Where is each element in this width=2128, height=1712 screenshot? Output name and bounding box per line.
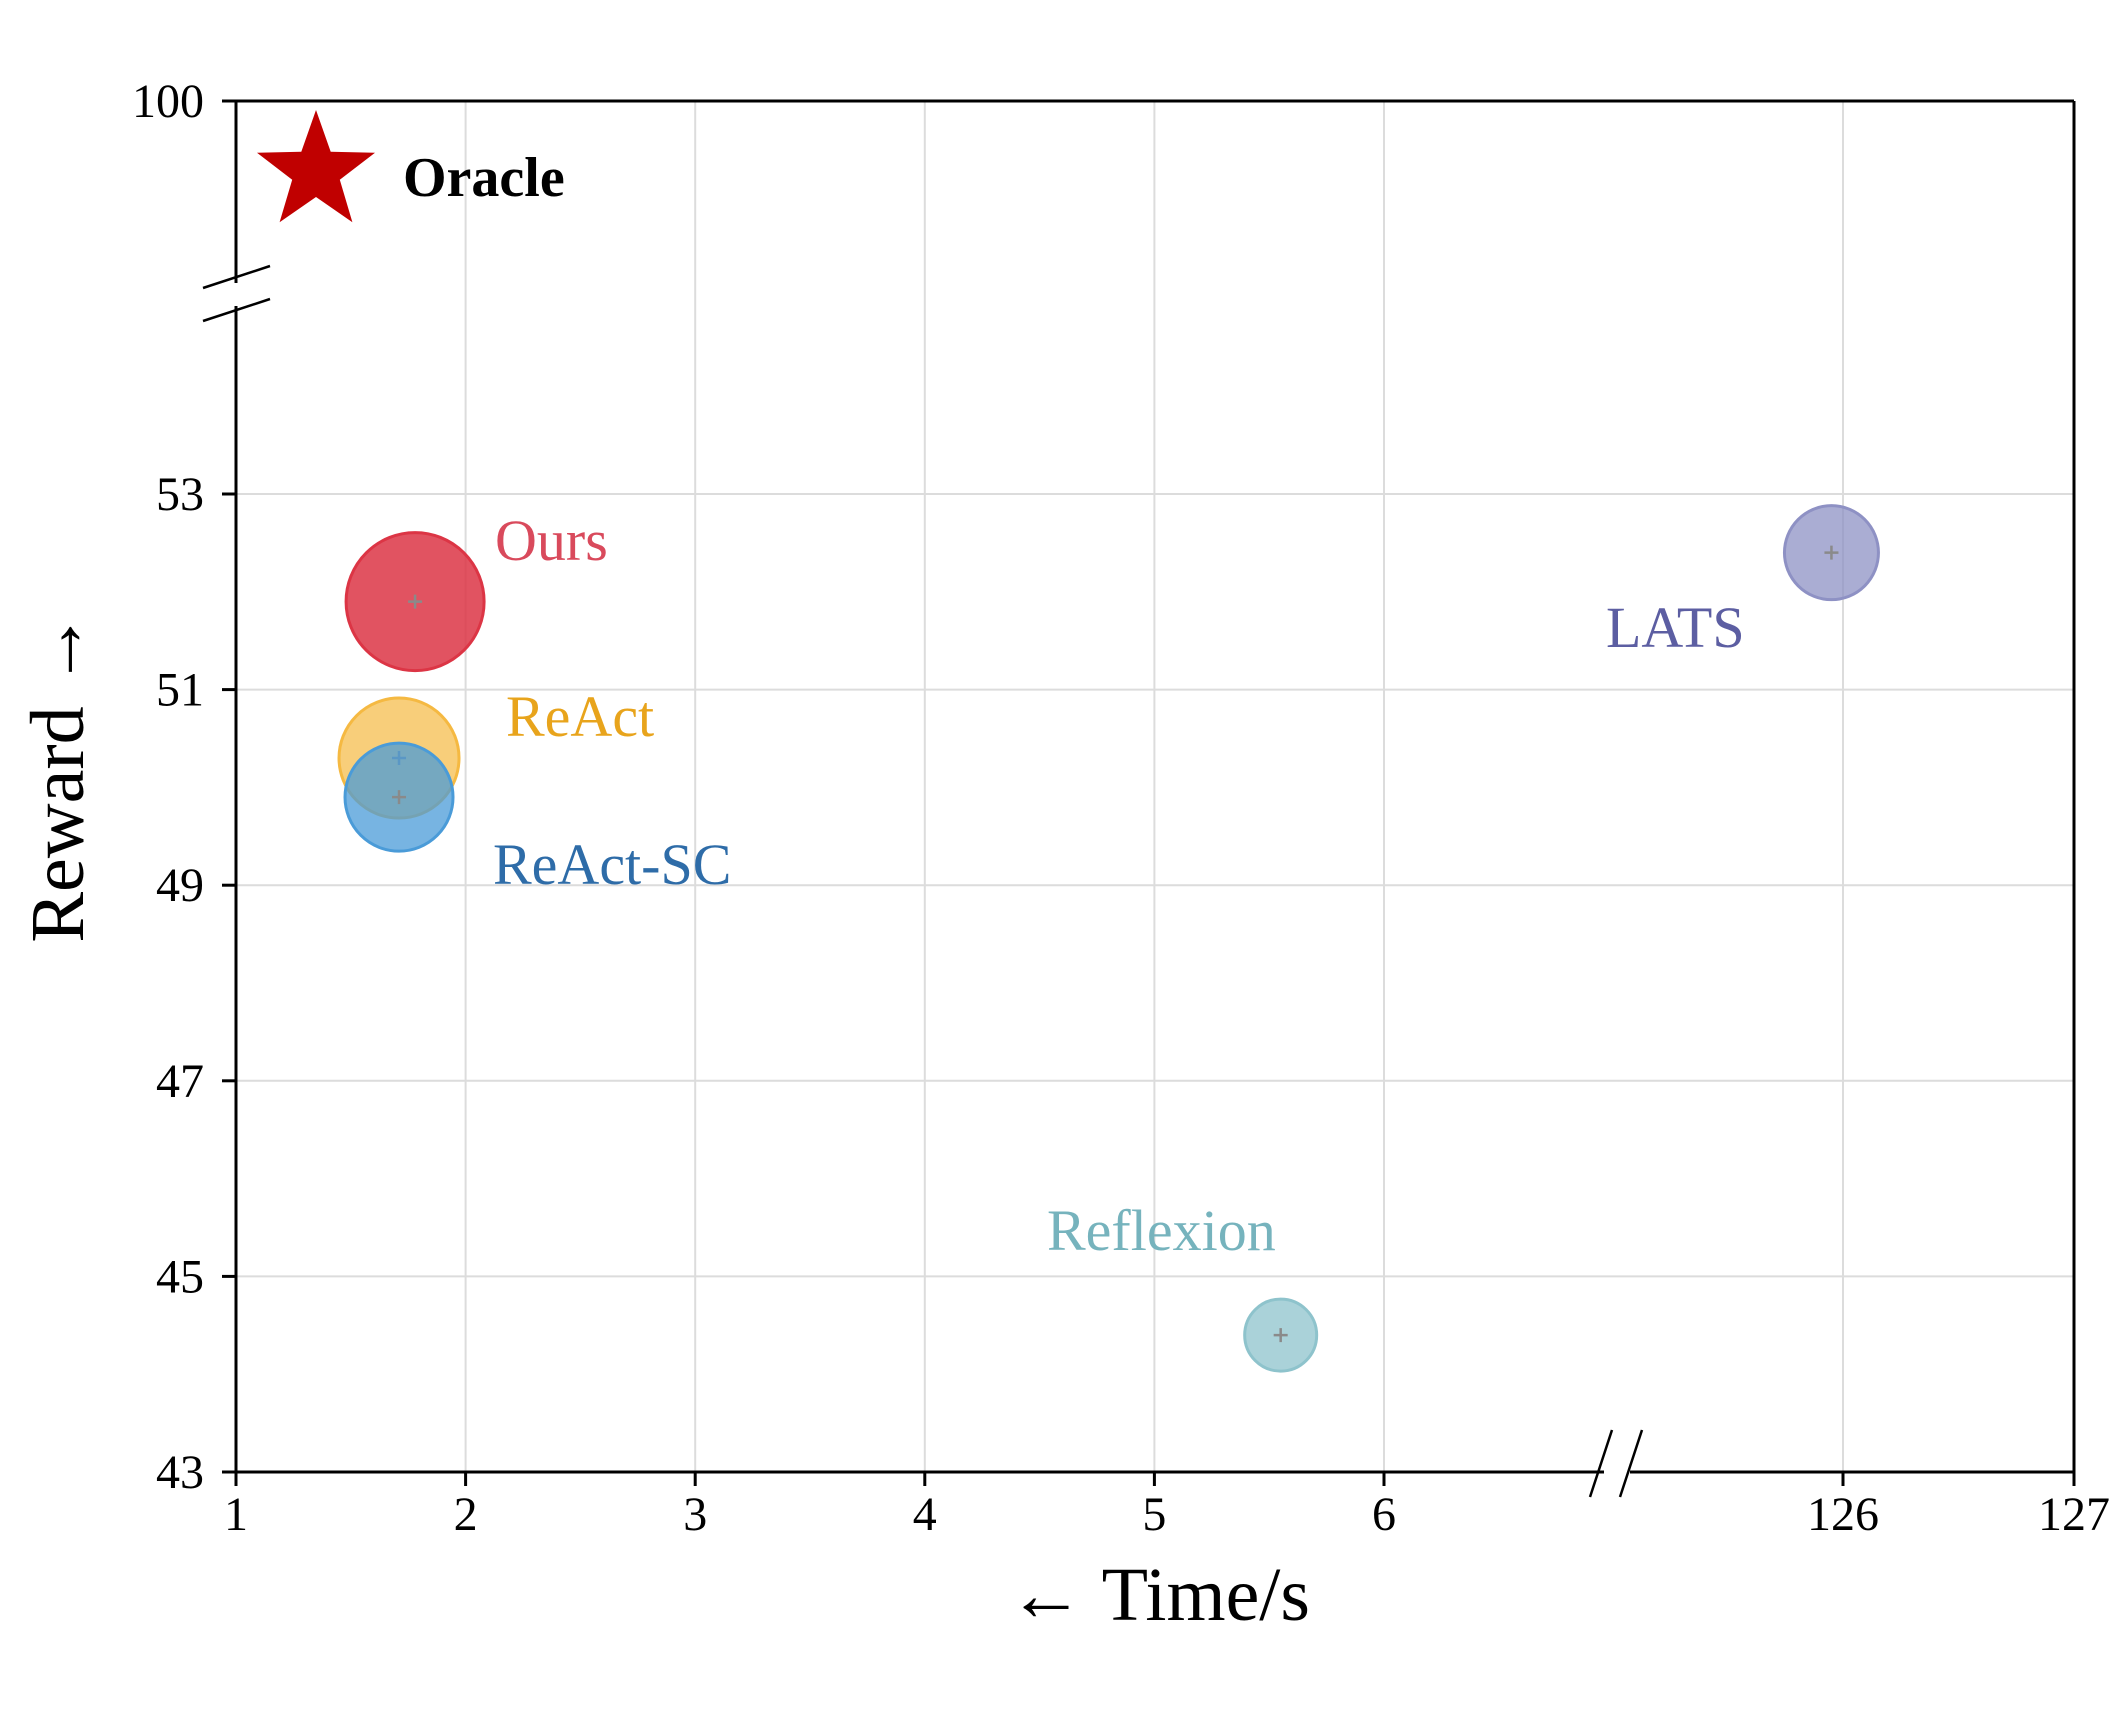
y-break-mark <box>202 297 271 323</box>
grid-lines <box>236 101 2074 1472</box>
y-tick-label: 49 <box>156 859 204 912</box>
y-tick-label: 51 <box>156 664 204 717</box>
label-lats: LATS <box>1606 595 1745 660</box>
point-labels: Oracle Ours ReAct ReAct-SC Reflexion LATS <box>403 147 1745 1263</box>
center-marker <box>1273 1328 1288 1343</box>
x-tick-label: 4 <box>913 1488 937 1541</box>
plot-frame <box>202 99 2076 1498</box>
center-marker <box>392 790 407 805</box>
oracle-label: Oracle <box>403 147 565 209</box>
y-axis-title: Reward → <box>16 611 100 942</box>
x-break-mark <box>1588 1429 1614 1498</box>
y-tick-label: 100 <box>132 75 204 128</box>
label-react: ReAct <box>506 684 654 749</box>
x-break-mark <box>1618 1429 1644 1498</box>
x-tick-label: 5 <box>1142 1488 1166 1541</box>
x-tick-label: 6 <box>1372 1488 1396 1541</box>
x-tick-label: 1 <box>224 1488 248 1541</box>
center-marker <box>408 594 423 609</box>
x-tick-label: 126 <box>1807 1488 1879 1541</box>
label-reflexion: Reflexion <box>1047 1198 1276 1263</box>
label-react-sc: ReAct-SC <box>493 832 731 897</box>
y-tick-label: 53 <box>156 468 204 521</box>
center-marker <box>1824 545 1839 560</box>
y-break-mark <box>202 264 271 290</box>
y-tick-label: 47 <box>156 1055 204 1108</box>
y-tick-label: 43 <box>156 1446 204 1499</box>
label-ours: Ours <box>495 508 608 573</box>
x-tick-label: 3 <box>683 1488 707 1541</box>
x-tick-label: 2 <box>454 1488 478 1541</box>
oracle-star-icon <box>257 110 375 223</box>
x-axis-title: ← Time/s <box>1008 1553 1310 1637</box>
x-tick-label: 127 <box>2038 1488 2110 1541</box>
y-tick-label: 45 <box>156 1250 204 1303</box>
data-points <box>257 110 1880 1373</box>
